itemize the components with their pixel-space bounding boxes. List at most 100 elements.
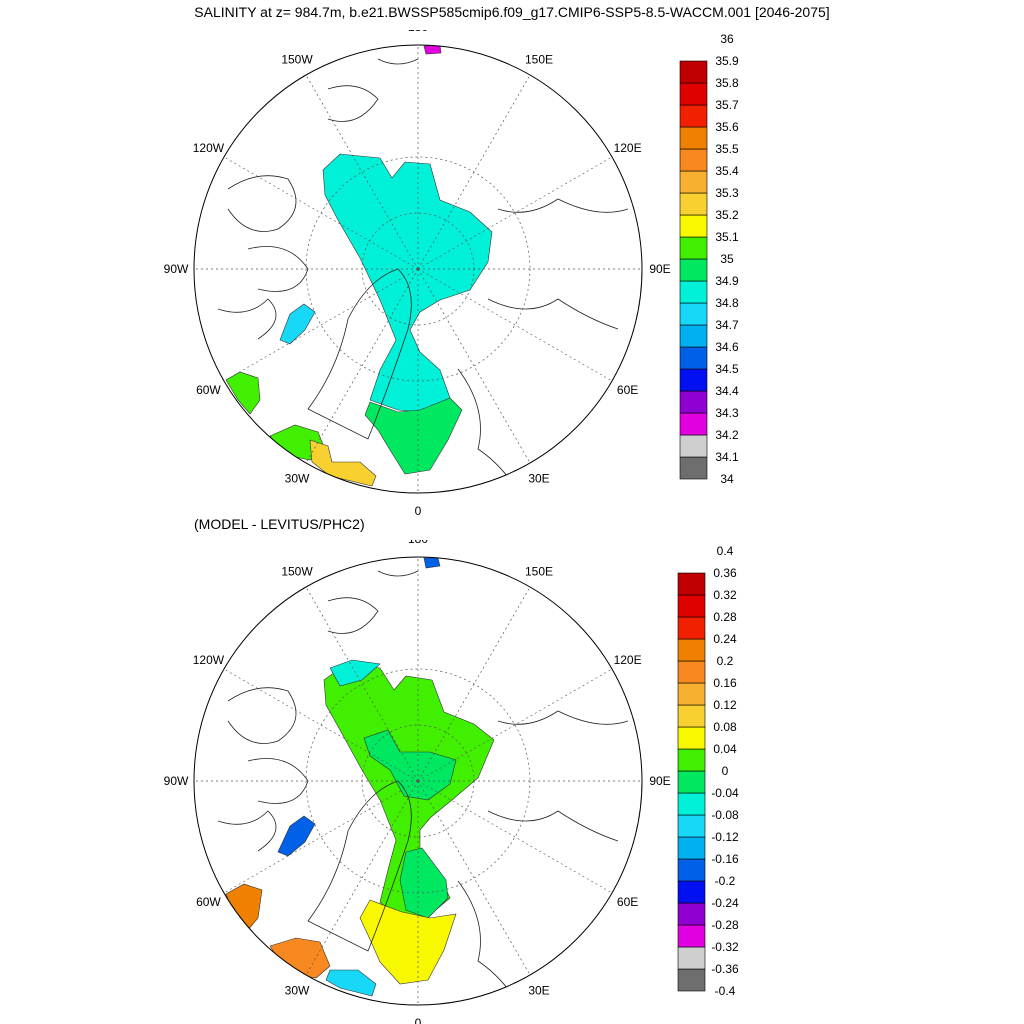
difference-subtitle: (MODEL - LEVITUS/PHC2) (194, 516, 365, 532)
colorbar-swatch (679, 148, 708, 172)
meridian-line (417, 74, 531, 270)
region-baffin-bay (325, 969, 377, 997)
colorbar-level-label: 34.2 (715, 428, 739, 442)
coastline (497, 710, 629, 725)
colorbar-swatch (677, 836, 706, 860)
meridian-line (305, 268, 419, 464)
difference-map-panel: 180 150E 120E 90E 60E 30E 0 30W 60W 90W 120W 150W -… (164, 540, 739, 1024)
map-content (194, 45, 642, 493)
colorbar-swatch (677, 946, 706, 970)
figure-title: SALINITY at z= 984.7m, b.e21.BWSSP585cmi… (194, 4, 830, 20)
region-extra (423, 557, 441, 569)
region-labrador-sea (225, 883, 263, 931)
colorbar-level-label: -0.08 (711, 808, 739, 822)
colorbar-level-label: -0.28 (711, 918, 739, 932)
polar-map: 180 150E 120E 90E 60E 30E 0 30W 60W 90W 120W 150W (164, 30, 671, 515)
colorbar-level-label: 34.5 (715, 362, 739, 376)
meridian-line (417, 780, 531, 976)
longitude-label: 30E (528, 984, 549, 998)
colorbar-swatch (679, 302, 708, 326)
longitude-label: 150E (525, 564, 553, 578)
colorbar-level-label: 35.1 (715, 230, 739, 244)
coastline (227, 175, 297, 232)
longitude-label: 30W (285, 472, 310, 486)
meridian-line (223, 668, 419, 782)
meridian-line (417, 156, 613, 270)
colorbar-swatch (679, 236, 708, 260)
colorbar-level-label: -0.36 (711, 962, 739, 976)
colorbar-swatch (677, 616, 706, 640)
longitude-label: 60W (196, 895, 221, 909)
longitude-label: 0 (415, 1016, 422, 1024)
colorbar-swatch (677, 726, 706, 750)
longitude-label: 120E (614, 141, 642, 155)
colorbar-swatch (677, 660, 706, 684)
colorbar-level-label: 0.24 (713, 632, 737, 646)
coastline (307, 268, 412, 440)
region-siberian-shelf-edge (329, 659, 381, 687)
colorbar-swatch (677, 858, 706, 882)
colorbar-level-label: 35.8 (715, 76, 739, 90)
colorbar: 34 34.1 34.2 34.3 34.4 34.5 34.6 34.7 34.8 34.9 35… (679, 32, 739, 486)
colorbar-level-label: 0.04 (713, 742, 737, 756)
coastline (217, 298, 277, 340)
meridian-line (223, 156, 419, 270)
colorbar-swatch (677, 704, 706, 728)
colorbar-swatch (679, 60, 708, 84)
colorbar-swatch (677, 924, 706, 948)
longitude-label: 30E (528, 472, 549, 486)
coastline (377, 570, 419, 577)
map-content (194, 557, 642, 1005)
colorbar-level-label: 0.08 (713, 720, 737, 734)
colorbar-level-label: -0.24 (711, 896, 739, 910)
meridian-line (305, 74, 419, 270)
colorbar-level-label: 35.4 (715, 164, 739, 178)
coastline (457, 368, 529, 493)
colorbar-swatch (679, 192, 708, 216)
coastline (457, 880, 529, 1005)
colorbar-swatch (677, 792, 706, 816)
colorbar-swatch (679, 434, 708, 458)
colorbar-level-label: -0.2 (715, 874, 736, 888)
colorbar-level-label: -0.12 (711, 830, 739, 844)
longitude-label: 0 (415, 504, 422, 515)
meridian-line (417, 268, 613, 382)
colorbar-swatch (679, 412, 708, 436)
colorbar-level-label: -0.04 (711, 786, 739, 800)
longitude-label: 180 (408, 540, 428, 546)
region-north-atlantic-south- (309, 439, 377, 487)
colorbar: -0.4 -0.36 -0.32 -0.28 -0.24 -0.2 -0.16 -0.12 -0… (677, 544, 739, 998)
region-norwegian-sea (359, 899, 457, 985)
colorbar-level-label: 34.4 (715, 384, 739, 398)
colorbar-level-label: 35.9 (715, 54, 739, 68)
colorbar-level-label: 34 (720, 472, 734, 486)
colorbar-swatch (679, 456, 708, 480)
longitude-label: 120W (193, 653, 225, 667)
colorbar-swatch (677, 572, 706, 596)
coastline (327, 85, 379, 122)
colorbar-swatch (677, 902, 706, 926)
colorbar-swatch (677, 682, 706, 706)
colorbar-level-label: 0.2 (717, 654, 734, 668)
colorbar-level-label: 0.16 (713, 676, 737, 690)
longitude-label: 150W (281, 564, 313, 578)
region-fram-strait-norwegian-sea (364, 397, 463, 475)
colorbar-level-label: -0.4 (715, 984, 736, 998)
colorbar-swatch (679, 324, 708, 348)
longitude-label: 180 (408, 30, 428, 34)
longitude-label: 120W (193, 141, 225, 155)
colorbar-level-label: 0.32 (713, 588, 737, 602)
longitude-label: 150W (281, 52, 313, 66)
meridian-line (417, 586, 531, 782)
longitude-label: 90W (164, 774, 189, 788)
coastline (227, 687, 297, 744)
colorbar-swatch (679, 126, 708, 150)
colorbar-swatch (679, 214, 708, 238)
colorbar-swatch (679, 104, 708, 128)
colorbar-level-label: 35.7 (715, 98, 739, 112)
colorbar-level-label: 0.4 (717, 544, 734, 558)
colorbar-level-label: 0 (722, 764, 729, 778)
longitude-label: 60E (617, 895, 638, 909)
coastline (327, 597, 379, 634)
region-fram-strait (399, 847, 449, 919)
